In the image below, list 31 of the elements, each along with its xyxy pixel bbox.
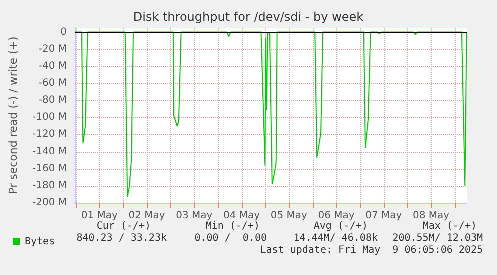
y-tick-label: -140 M <box>32 146 67 158</box>
text: Max (-/+) <box>422 221 477 232</box>
y-axis-title: Pr second read (-) / write (+) <box>7 36 20 194</box>
y-tick-label: -40 M <box>38 60 67 72</box>
y-tick-label: -100 M <box>32 112 67 124</box>
text: Min (-/+) <box>206 221 260 232</box>
x-tick-label: 05 May <box>270 210 308 222</box>
text: 14.44M/ 46.08k <box>294 233 378 244</box>
chart-title: Disk throughput for /dev/sdi - by week <box>133 10 364 24</box>
y-tick-label: -160 M <box>32 163 67 174</box>
y-tick-label: -20 M <box>38 44 67 55</box>
text: 200.55M/ 12.03M <box>392 233 483 244</box>
x-tick-label: 04 May <box>224 210 260 222</box>
text: 840.23 / 33.23k <box>76 233 167 244</box>
y-tick-label: -180 M <box>32 180 67 192</box>
text: Avg (-/+) <box>314 221 368 232</box>
text: Last update: Fri May 9 06:05:06 2025 <box>260 245 483 256</box>
y-tick-label: 0 <box>60 26 67 38</box>
y-tick-label: -80 M <box>38 95 67 106</box>
text: 0.00 / 0.00 <box>194 233 267 244</box>
x-tick-label: 02 May <box>128 210 166 222</box>
legend-label: Bytes <box>25 236 56 248</box>
x-tick-label: 03 May <box>176 210 213 222</box>
y-tick-label: -120 M <box>32 129 67 140</box>
x-tick-label: 01 May <box>81 210 118 222</box>
x-tick-label: 06 May <box>318 210 355 222</box>
y-tick-label: -60 M <box>38 78 67 89</box>
text: Cur (-/+) <box>96 221 151 232</box>
y-tick-label: -200 M <box>32 198 67 208</box>
x-tick-label: 08 May <box>413 210 450 222</box>
x-tick-label: 07 May <box>366 210 402 222</box>
